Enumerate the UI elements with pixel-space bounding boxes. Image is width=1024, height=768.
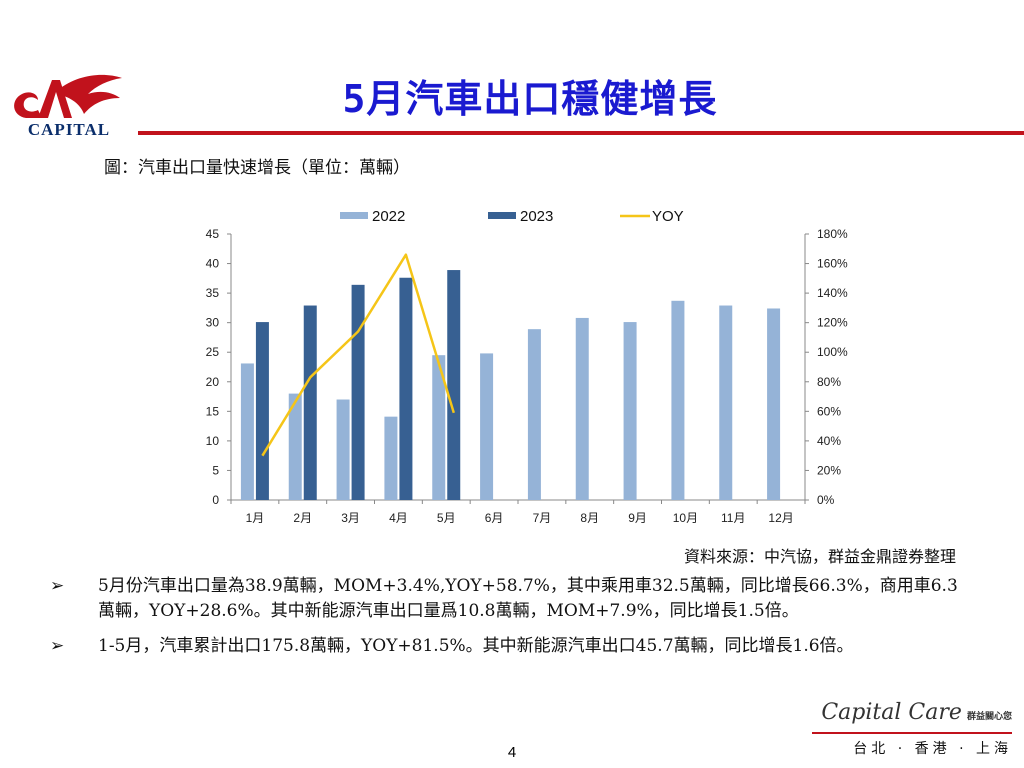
title-divider <box>138 131 1024 135</box>
bullet-list: ➢ 5月份汽車出口量為38.9萬輛，MOM+3.4%,YOY+58.7%，其中乘… <box>50 574 970 669</box>
brand-divider <box>812 732 1012 734</box>
bar-2022 <box>767 308 781 500</box>
bullet-arrow-icon: ➢ <box>50 576 65 596</box>
bar-2022 <box>527 329 541 500</box>
x-tick-label: 1月 <box>246 511 265 525</box>
y2-tick-label: 100% <box>817 345 848 359</box>
y-tick-label: 5 <box>212 463 219 477</box>
x-tick-label: 8月 <box>580 511 599 525</box>
y-tick-label: 15 <box>206 404 220 418</box>
y-tick-label: 45 <box>206 227 220 241</box>
y2-tick-label: 180% <box>817 227 848 241</box>
x-tick-label: 12月 <box>768 511 793 525</box>
y-tick-label: 40 <box>206 257 220 271</box>
bar-2023 <box>255 322 269 500</box>
yoy-line <box>261 253 455 457</box>
page-title: 5月汽車出口穩健增長 <box>342 77 718 121</box>
brand-script: Capital Care <box>821 700 962 725</box>
bar-2022 <box>671 300 685 500</box>
y2-tick-label: 40% <box>817 434 841 448</box>
bar-2022 <box>384 416 398 500</box>
brand-mark: Capital Care 群益關心您 <box>812 700 1012 725</box>
legend-swatch <box>340 212 368 219</box>
x-tick-label: 10月 <box>673 511 698 525</box>
y-tick-label: 35 <box>206 286 220 300</box>
bar-2022 <box>288 393 302 500</box>
y2-tick-label: 20% <box>817 463 841 477</box>
y2-tick-label: 0% <box>817 493 835 507</box>
export-chart: 0 5 10 15 20 25 30 35 40 45 0% 20% 40% 60% 80% 100% 120%… <box>190 198 870 542</box>
y2-tick-label: 160% <box>817 257 848 271</box>
bar-2023 <box>351 284 365 500</box>
bullet-item: ➢ 5月份汽車出口量為38.9萬輛，MOM+3.4%,YOY+58.7%，其中乘… <box>50 574 970 624</box>
legend-label: 2022 <box>372 208 405 225</box>
x-tick-label: 3月 <box>341 511 360 525</box>
chart-svg: 0 5 10 15 20 25 30 35 40 45 0% 20% 40% 60% 80% 100% 120%… <box>206 208 848 525</box>
bar-2023 <box>447 270 461 500</box>
brand-cities: 台北 · 香港 · 上海 <box>853 741 1012 757</box>
bar-2023 <box>399 277 413 500</box>
bar-2022 <box>480 353 494 500</box>
x-tick-label: 6月 <box>485 511 504 525</box>
bar-2022 <box>432 355 446 500</box>
bullet-item: ➢ 1-5月，汽車累計出口175.8萬輛，YOY+81.5%。其中新能源汽車出口… <box>50 634 970 659</box>
page-number: 4 <box>507 744 517 761</box>
capital-eagle-icon <box>14 74 122 118</box>
bar-2022 <box>719 305 733 500</box>
logo-text: CAPITAL <box>27 120 111 139</box>
y-tick-label: 10 <box>206 434 220 448</box>
bar-2023 <box>303 305 317 500</box>
bar-2022 <box>240 363 254 500</box>
y2-tick-label: 120% <box>817 316 848 330</box>
brand-slogan: 群益關心您 <box>966 712 1012 722</box>
y2-tick-label: 80% <box>817 375 841 389</box>
x-tick-label: 9月 <box>628 511 647 525</box>
bullet-text: 5月份汽車出口量為38.9萬輛，MOM+3.4%,YOY+58.7%，其中乘用車… <box>98 576 958 621</box>
bar-2022 <box>623 322 637 500</box>
legend-swatch <box>488 212 516 219</box>
y2-tick-label: 140% <box>817 286 848 300</box>
x-tick-label: 11月 <box>721 511 745 525</box>
x-tick-label: 2月 <box>293 511 312 525</box>
bullet-text: 1-5月，汽車累計出口175.8萬輛，YOY+81.5%。其中新能源汽車出口45… <box>98 636 854 656</box>
y-tick-label: 30 <box>206 316 220 330</box>
bar-2022 <box>575 317 589 500</box>
bar-2022 <box>336 399 350 500</box>
x-tick-label: 7月 <box>533 511 552 525</box>
y-tick-label: 0 <box>212 493 219 507</box>
y-tick-label: 20 <box>206 375 220 389</box>
x-tick-label: 5月 <box>437 511 456 525</box>
legend-label: YOY <box>652 208 684 225</box>
chart-caption: 圖：汽車出口量快速增長（單位：萬輛） <box>104 158 410 178</box>
bullet-arrow-icon: ➢ <box>50 636 65 656</box>
x-tick-label: 4月 <box>389 511 408 525</box>
capital-logo: CAPITAL <box>8 70 130 142</box>
y-tick-label: 25 <box>206 345 220 359</box>
y2-tick-label: 60% <box>817 404 841 418</box>
source-note: 資料來源：中汽協，群益金鼎證券整理 <box>683 547 956 566</box>
legend-label: 2023 <box>520 208 553 225</box>
